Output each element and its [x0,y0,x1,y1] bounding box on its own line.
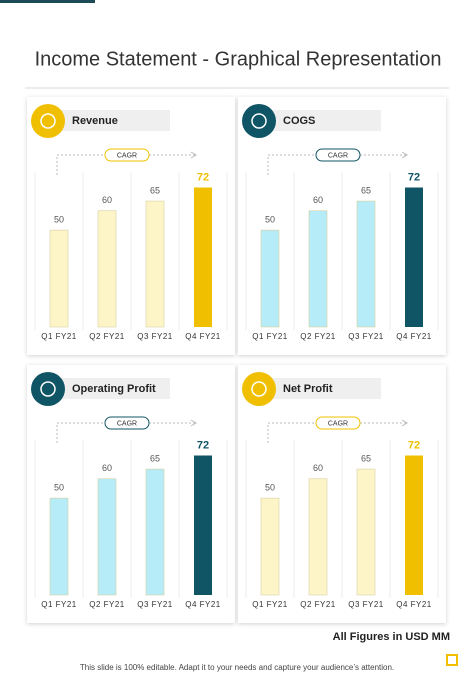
x-tick-label: Q3 FY21 [348,332,384,341]
bar [194,187,212,327]
x-tick-label: Q1 FY21 [41,600,77,609]
icon-glyph [251,381,267,397]
value-label: 50 [265,215,275,225]
value-label: 65 [150,185,160,195]
icon-glyph [40,113,56,129]
cagr-arrow [190,419,197,427]
bar [260,497,280,596]
chart-panel: COGS CAGR 50 Q1 FY21 60 Q2 FY21 65 Q3 FY21 72 Q4 … [238,97,446,355]
chart-title: Operating Profit [72,383,156,395]
bar [97,478,117,596]
cagr-pill [315,416,361,430]
icon-glyph [251,113,267,129]
value-label: 50 [54,215,64,225]
chart-panel: Revenue CAGR 50 Q1 FY21 60 Q2 FY21 65 Q3 FY21 72… [27,97,235,355]
bar [260,229,280,328]
cagr-arrow [190,151,197,159]
accent-bar [0,0,95,3]
cagr-label: CAGR [328,152,348,159]
value-label: 50 [265,483,275,493]
title-box [271,110,381,131]
bar [145,468,165,596]
value-label: 72 [408,439,420,451]
value-label: 72 [408,171,420,183]
value-label: 60 [313,463,323,473]
x-tick-label: Q3 FY21 [137,600,173,609]
value-label: 60 [313,195,323,205]
bar [308,210,328,328]
chart-title: Revenue [72,115,118,127]
x-tick-label: Q3 FY21 [137,332,173,341]
icon [242,104,276,138]
title-box [60,110,170,131]
bar [49,497,69,596]
cagr-pill [104,416,150,430]
x-tick-label: Q2 FY21 [300,332,336,341]
title-box [60,378,170,399]
x-tick-label: Q2 FY21 [300,600,336,609]
value-label: 72 [197,439,209,451]
page-title: Income Statement - Graphical Representat… [35,48,442,70]
bar [194,455,212,595]
chart-panel: Operating Profit CAGR 50 Q1 FY21 60 Q2 FY21 65… [27,365,235,623]
value-label: 50 [54,483,64,493]
x-tick-label: Q2 FY21 [89,332,125,341]
cagr-pill [315,148,361,162]
bar [145,200,165,328]
title-box [271,378,381,399]
bar [356,468,376,596]
bar [405,455,423,595]
bar [308,478,328,596]
chart-panel: Net Profit CAGR 50 Q1 FY21 60 Q2 FY21 65 Q3 FY2… [238,365,446,623]
bar [49,229,69,328]
cagr-arrow [401,419,408,427]
value-label: 60 [102,463,112,473]
x-tick-label: Q3 FY21 [348,600,384,609]
cagr-pill [104,148,150,162]
x-tick-label: Q4 FY21 [396,332,432,341]
cagr-label: CAGR [117,152,137,159]
corner-mark [446,654,458,666]
x-tick-label: Q1 FY21 [252,600,288,609]
icon [31,372,65,406]
chart-title: Net Profit [283,383,333,395]
value-label: 65 [361,185,371,195]
x-tick-label: Q1 FY21 [252,332,288,341]
bar [405,187,423,327]
chart-title: COGS [283,115,315,127]
x-tick-label: Q4 FY21 [396,600,432,609]
icon [31,104,65,138]
value-label: 72 [197,171,209,183]
value-label: 65 [361,453,371,463]
x-tick-label: Q1 FY21 [41,332,77,341]
x-tick-label: Q4 FY21 [185,332,221,341]
x-tick-label: Q4 FY21 [185,600,221,609]
units-note: All Figures in USD MM [333,631,450,643]
cagr-label: CAGR [117,420,137,427]
x-tick-label: Q2 FY21 [89,600,125,609]
divider [25,87,449,89]
value-label: 65 [150,453,160,463]
icon-glyph [40,381,56,397]
cagr-arrow [401,151,408,159]
cagr-label: CAGR [328,420,348,427]
bar [97,210,117,328]
icon [242,372,276,406]
value-label: 60 [102,195,112,205]
footer: This slide is 100% editable. Adapt it to… [80,663,394,672]
bar [356,200,376,328]
